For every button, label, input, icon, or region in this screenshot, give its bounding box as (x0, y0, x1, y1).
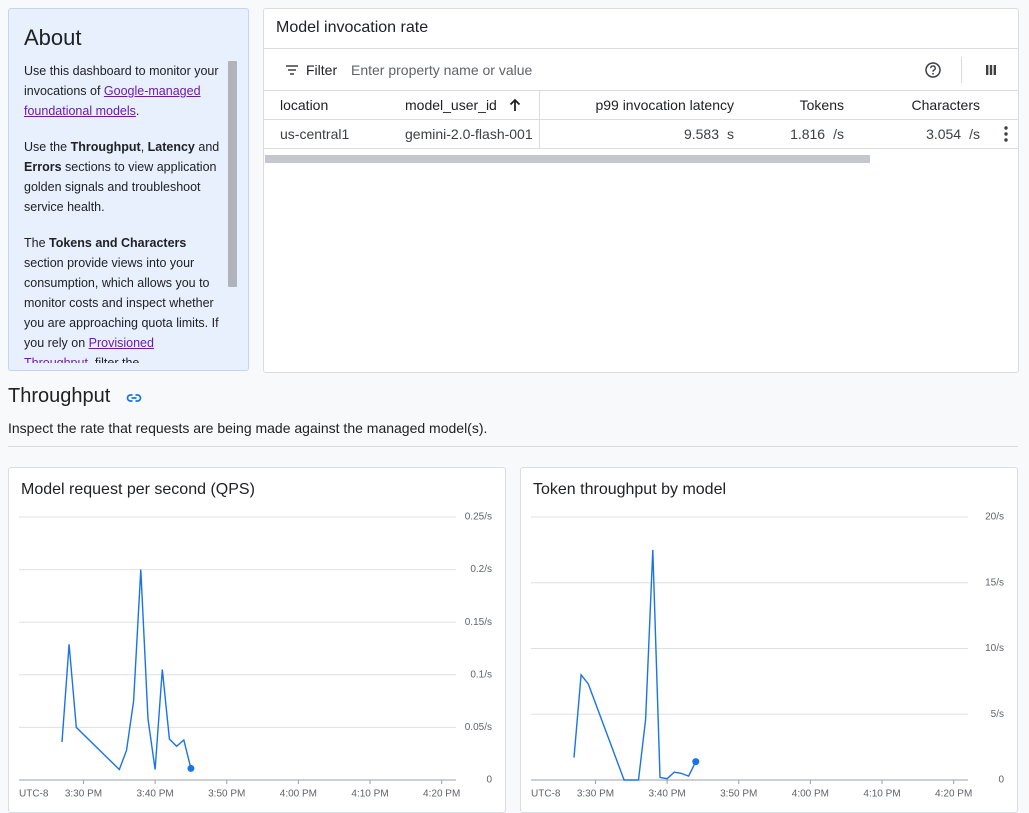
text: sections to view application golden sign… (24, 160, 217, 214)
filter-label[interactable]: Filter (306, 62, 338, 78)
cell: 3.054/s (926, 126, 980, 142)
text: Use this dashboard to monitor your invoc… (24, 64, 219, 98)
text: Use the (24, 140, 71, 154)
link-icon[interactable] (125, 389, 143, 407)
timezone-label: UTC-8 (531, 789, 561, 800)
cell-unit: s (727, 126, 734, 142)
about-body: Use this dashboard to monitor your invoc… (24, 61, 224, 363)
table-body: us-central1 gemini-2.0-flash-001 9.583 s 1.8… (264, 120, 1018, 148)
x-tick-label: 4:10 PM (351, 789, 388, 800)
about-panel: About Use this dashboard to monitor your… (8, 8, 249, 371)
divider (264, 119, 1018, 120)
row-menu[interactable] (1001, 125, 1011, 143)
text: . (135, 104, 140, 118)
y-tick-label: 15/s (985, 577, 1004, 588)
chart-card: Token throughput by model 0 5/s 10/s 15/s 20/… (520, 467, 1018, 813)
paragraph: The Tokens and Characters section provid… (24, 233, 224, 363)
table-panel: Model invocation rate Filter Enter prope… (263, 8, 1019, 373)
column-divider (539, 91, 540, 148)
line (61, 569, 192, 771)
columns-icon[interactable] (983, 62, 999, 78)
divider (8, 446, 1018, 447)
section-title: Throughput (8, 385, 111, 407)
line (573, 549, 697, 781)
column-header[interactable]: p99 invocation latency (595, 97, 734, 113)
chart-title: Token throughput by model (533, 481, 727, 498)
text: Latency (147, 140, 195, 154)
y-tick-label: 5/s (991, 709, 1004, 720)
y-tick-label: 0 (486, 775, 492, 786)
chart: 0 5/s 10/s 15/s 20/s 3:30 PM 3:40 PM 3:50 PM 4:0… (531, 512, 1004, 800)
sort-icon[interactable] (507, 97, 523, 113)
last-point (187, 764, 195, 772)
x-tick-label: 4:20 PM (423, 789, 460, 800)
cell: us-central1 (280, 126, 350, 142)
cell: 9.583 s (684, 126, 734, 142)
text: section provide views into your consumpt… (24, 256, 219, 350)
divider (264, 48, 1018, 49)
y-tick-label: 0.25/s (465, 512, 492, 523)
cell: 1.816/s (790, 126, 844, 142)
chart-card: Model request per second (QPS) 0 0.05/s 0.1… (8, 467, 506, 813)
help-icon[interactable] (924, 61, 942, 79)
column-header[interactable]: model_user_id (405, 97, 497, 113)
about-title: About (24, 25, 82, 50)
paragraph: Use this dashboard to monitor your invoc… (24, 61, 224, 121)
text: The (24, 236, 50, 250)
link[interactable]: Provisioned Throughput (24, 336, 154, 363)
column-header[interactable]: Characters (911, 97, 980, 113)
x-tick-label: 3:40 PM (648, 789, 685, 800)
divider (264, 90, 1018, 91)
x-tick-label: 3:40 PM (136, 789, 173, 800)
separator (961, 57, 962, 83)
divider (264, 148, 1018, 149)
y-tick-label: 0.15/s (465, 617, 492, 628)
section-description: Inspect the rate that requests are being… (8, 420, 488, 436)
chart-title: Model request per second (QPS) (21, 481, 255, 498)
text: and (194, 140, 220, 154)
cell-value: 3.054 (926, 126, 962, 142)
y-tick-label: 10/s (985, 643, 1004, 654)
column-header[interactable]: location (280, 97, 329, 113)
x-tick-label: 3:50 PM (720, 789, 757, 800)
table-header: location model_user_id p99 invocation late… (264, 91, 1018, 119)
x-tick-label: 4:00 PM (792, 789, 829, 800)
scrollbar[interactable] (228, 61, 237, 287)
filter-icon[interactable] (284, 62, 300, 78)
scrollbar[interactable] (265, 155, 870, 163)
text: , filter the (87, 356, 140, 363)
text: , (140, 140, 148, 154)
cell-value: 1.816 (790, 126, 826, 142)
last-point (692, 758, 700, 766)
x-tick-label: 4:20 PM (935, 789, 972, 800)
paragraph: Use the Throughput, Latency and Errors s… (24, 137, 224, 217)
table-title: Model invocation rate (276, 19, 429, 36)
text: Tokens and Characters (49, 236, 187, 250)
cell-unit: /s (969, 126, 980, 142)
timezone-label: UTC-8 (19, 789, 49, 800)
cell: gemini-2.0-flash-001 (405, 126, 533, 142)
text: Throughput (70, 140, 141, 154)
x-tick-label: 4:00 PM (280, 789, 317, 800)
x-tick-label: 3:50 PM (208, 789, 245, 800)
y-tick-label: 0.1/s (470, 669, 492, 680)
text: Errors (24, 160, 62, 174)
column-header[interactable]: Tokens (799, 97, 844, 113)
x-tick-label: 4:10 PM (863, 789, 900, 800)
x-tick-label: 3:30 PM (577, 789, 614, 800)
y-tick-label: 20/s (985, 512, 1004, 523)
filter-input[interactable]: Enter property name or value (351, 62, 533, 78)
y-tick-label: 0.05/s (465, 722, 492, 733)
x-tick-label: 3:30 PM (65, 789, 102, 800)
chart: 0 0.05/s 0.1/s 0.15/s 0.2/s 0.25/s 3:30 PM 3:40… (19, 512, 492, 800)
cell-unit: /s (833, 126, 844, 142)
y-tick-label: 0.2/s (470, 564, 492, 575)
y-tick-label: 0 (998, 775, 1004, 786)
link[interactable]: Google-managed foundational models (24, 84, 201, 118)
cell-value: 9.583 (683, 126, 719, 142)
